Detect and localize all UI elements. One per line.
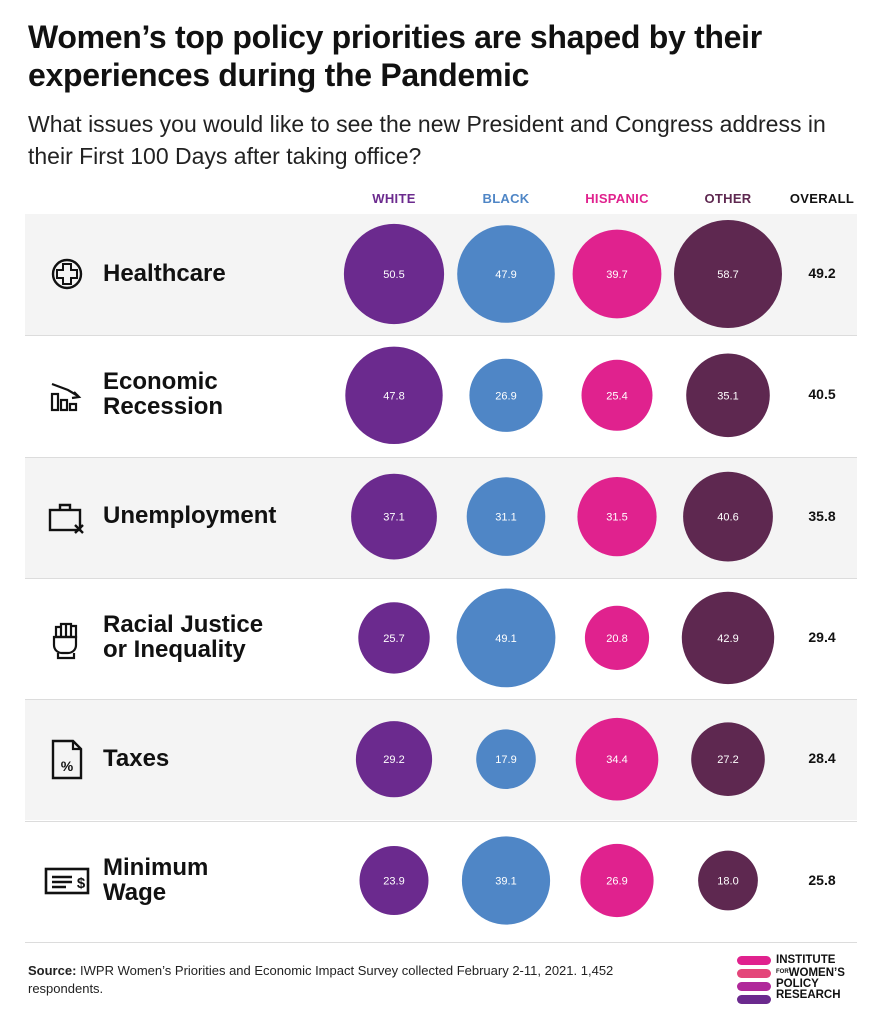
row-divider	[25, 456, 857, 458]
column-header-hispanic: HISPANIC	[585, 191, 649, 206]
logo-line-policy: POLICY	[776, 977, 819, 990]
column-header-white: WHITE	[372, 191, 416, 206]
column-header-other: OTHER	[704, 191, 752, 206]
briefcase-x-icon	[48, 503, 84, 534]
svg-text:$: $	[77, 875, 86, 892]
logo-line-womens-text: WOMEN’S	[788, 966, 845, 979]
row-label: Unemployment	[103, 502, 277, 530]
source-label: Source:	[28, 963, 77, 978]
overall-value: 40.5	[808, 386, 836, 403]
logo-wordmark: INSTITUTE FORWOMEN’S POLICY RESEARCH	[776, 954, 876, 1002]
row-divider	[25, 577, 857, 579]
row-label: Economic Recession	[103, 368, 224, 421]
svg-text:%: %	[61, 758, 74, 774]
raised-fist-icon	[52, 622, 78, 659]
row-divider	[25, 699, 857, 701]
declining-bar-chart-icon	[50, 383, 82, 412]
chart-subtitle: What issues you would like to see the ne…	[28, 111, 826, 169]
logo-line-institute: INSTITUTE	[776, 954, 836, 966]
percent-document-icon: %	[51, 739, 83, 780]
source-text: IWPR Women’s Priorities and Economic Imp…	[28, 963, 614, 996]
row-divider	[25, 335, 857, 337]
iwpr-logo-icon	[737, 956, 771, 1004]
overall-value: 28.4	[808, 750, 836, 767]
chart-title: Women’s top policy priorities are shaped…	[28, 19, 762, 93]
plus-circle-icon	[51, 258, 83, 290]
source-note: Source: IWPR Women’s Priorities and Econ…	[28, 962, 668, 998]
row-label: Minimum Wage	[103, 853, 209, 906]
row-divider	[25, 941, 857, 943]
column-header-black: BLACK	[482, 191, 530, 206]
overall-value: 35.8	[808, 507, 836, 524]
paycheck-icon: $	[44, 867, 90, 894]
column-header-overall: OVERALL	[789, 191, 855, 206]
logo-line-womens: FORWOMEN’S	[776, 967, 876, 979]
logo-line-for: FOR	[776, 968, 789, 975]
row-label: Racial Justice or Inequality	[103, 610, 264, 663]
row-divider	[25, 820, 857, 822]
logo-line-research: RESEARCH	[776, 989, 841, 1002]
row-label: Taxes	[103, 744, 170, 772]
row-label: Healthcare	[103, 259, 226, 287]
overall-value: 29.4	[808, 628, 836, 645]
overall-value: 49.2	[808, 265, 836, 281]
overall-value: 25.8	[808, 871, 836, 888]
